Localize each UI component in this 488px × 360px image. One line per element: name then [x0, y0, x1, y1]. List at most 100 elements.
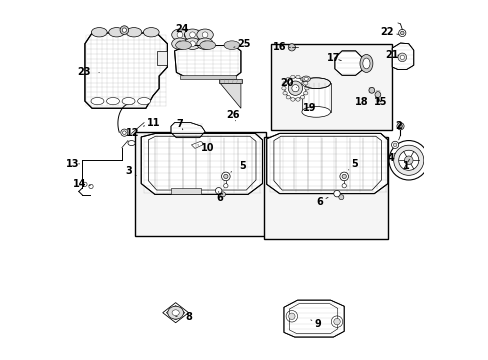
Circle shape [392, 143, 396, 147]
Text: 5: 5 [348, 159, 358, 170]
Ellipse shape [303, 91, 307, 95]
Bar [174, 30, 210, 48]
Circle shape [215, 188, 222, 194]
Circle shape [339, 172, 348, 181]
Circle shape [330, 316, 342, 327]
Circle shape [287, 44, 295, 51]
Circle shape [221, 172, 230, 181]
Ellipse shape [196, 29, 213, 41]
Text: 26: 26 [226, 111, 239, 121]
Circle shape [291, 85, 298, 92]
Ellipse shape [126, 28, 142, 37]
Text: 21: 21 [385, 50, 398, 60]
Circle shape [391, 141, 398, 148]
Text: 16: 16 [272, 42, 290, 52]
Circle shape [189, 32, 195, 38]
Text: 15: 15 [373, 97, 386, 107]
Polygon shape [141, 134, 262, 194]
Circle shape [341, 184, 346, 188]
Ellipse shape [184, 29, 201, 41]
Bar [180, 75, 235, 79]
Ellipse shape [128, 140, 135, 145]
Text: 25: 25 [233, 39, 251, 49]
Ellipse shape [285, 77, 290, 81]
Ellipse shape [303, 81, 307, 85]
Polygon shape [174, 45, 241, 78]
Circle shape [333, 190, 340, 197]
Text: 19: 19 [303, 103, 316, 113]
Circle shape [122, 28, 126, 32]
Circle shape [404, 156, 412, 165]
Ellipse shape [200, 41, 215, 49]
Text: 18: 18 [355, 97, 368, 107]
Ellipse shape [304, 77, 308, 80]
Ellipse shape [301, 76, 310, 82]
Ellipse shape [171, 38, 188, 49]
Circle shape [393, 145, 423, 175]
Text: 7: 7 [176, 119, 183, 130]
Polygon shape [163, 303, 188, 323]
Circle shape [121, 129, 128, 136]
Text: 14: 14 [73, 179, 90, 189]
Polygon shape [266, 134, 387, 194]
Text: 6: 6 [316, 197, 327, 207]
Bar [271, 44, 391, 130]
Text: 3: 3 [125, 166, 136, 176]
Text: 22: 22 [380, 27, 398, 37]
Ellipse shape [295, 98, 300, 101]
Text: 11: 11 [143, 118, 161, 128]
Polygon shape [391, 43, 413, 69]
Polygon shape [301, 83, 330, 112]
Text: 10: 10 [198, 143, 214, 153]
Text: 17: 17 [326, 53, 341, 63]
Circle shape [220, 192, 225, 197]
Circle shape [122, 131, 126, 134]
Text: 8: 8 [175, 312, 192, 322]
Text: 1: 1 [402, 159, 408, 171]
Circle shape [333, 319, 340, 325]
Bar [264, 137, 387, 239]
Ellipse shape [171, 29, 188, 41]
Ellipse shape [175, 41, 191, 49]
Circle shape [287, 81, 302, 95]
Ellipse shape [285, 95, 290, 99]
Circle shape [400, 31, 403, 35]
Ellipse shape [359, 54, 372, 72]
Circle shape [398, 125, 402, 128]
Circle shape [388, 140, 427, 180]
Circle shape [374, 92, 380, 98]
Text: 4: 4 [386, 153, 394, 163]
Text: 5: 5 [230, 161, 245, 172]
Circle shape [398, 30, 405, 37]
Circle shape [89, 184, 93, 189]
Text: 6: 6 [216, 192, 223, 203]
Ellipse shape [91, 28, 107, 37]
Ellipse shape [91, 98, 104, 105]
Ellipse shape [184, 38, 201, 49]
Circle shape [397, 53, 406, 62]
Ellipse shape [172, 310, 179, 316]
Text: 2: 2 [394, 121, 401, 131]
Circle shape [341, 174, 346, 179]
Bar [135, 132, 265, 235]
Ellipse shape [295, 75, 300, 79]
Circle shape [399, 55, 404, 59]
Ellipse shape [167, 306, 183, 319]
Ellipse shape [108, 28, 124, 37]
Ellipse shape [196, 38, 213, 49]
Polygon shape [166, 306, 184, 320]
Circle shape [284, 77, 305, 99]
Circle shape [285, 311, 297, 322]
Circle shape [398, 150, 418, 170]
Text: 13: 13 [66, 159, 80, 169]
Circle shape [82, 182, 87, 186]
Circle shape [177, 32, 183, 38]
Ellipse shape [300, 95, 304, 99]
Polygon shape [334, 51, 362, 75]
Ellipse shape [106, 98, 119, 105]
Circle shape [223, 184, 227, 188]
Ellipse shape [362, 58, 369, 69]
Circle shape [338, 195, 343, 200]
Polygon shape [284, 300, 344, 337]
Ellipse shape [290, 75, 294, 79]
